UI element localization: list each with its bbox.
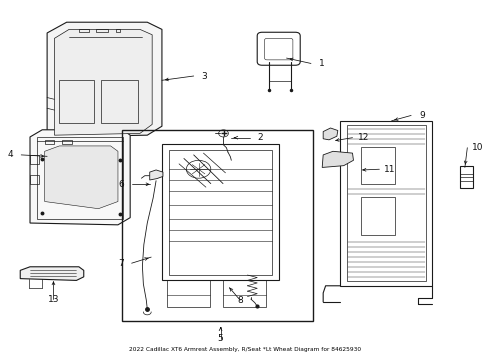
Bar [45, 140, 54, 144]
Text: 10: 10 [472, 143, 484, 152]
Bar [30, 175, 39, 184]
Bar [122, 130, 314, 320]
Bar [59, 80, 94, 123]
Text: 1: 1 [319, 59, 324, 68]
Text: 2: 2 [258, 133, 264, 142]
Bar [460, 166, 473, 188]
Text: 2022 Cadillac XT6 Armrest Assembly, R/Seat *Lt Wheat Diagram for 84625930: 2022 Cadillac XT6 Armrest Assembly, R/Se… [129, 347, 361, 352]
Polygon shape [30, 130, 130, 225]
Text: 6: 6 [118, 180, 124, 189]
Bar [361, 147, 394, 184]
Bar [37, 137, 123, 219]
Bar [223, 280, 266, 307]
Polygon shape [20, 267, 84, 280]
Text: 3: 3 [201, 72, 207, 81]
Bar [79, 29, 89, 32]
Bar [162, 144, 279, 280]
Bar [116, 29, 121, 32]
Polygon shape [54, 30, 152, 135]
Text: 11: 11 [384, 165, 396, 174]
Bar [101, 80, 138, 123]
Polygon shape [150, 170, 163, 180]
Text: 9: 9 [419, 111, 425, 120]
Text: 13: 13 [48, 294, 59, 303]
Bar [62, 140, 72, 144]
Bar [340, 121, 432, 286]
Bar [169, 149, 272, 275]
Polygon shape [323, 128, 338, 140]
Polygon shape [47, 22, 162, 137]
Polygon shape [322, 151, 353, 167]
Text: 7: 7 [118, 259, 124, 268]
Bar [167, 280, 210, 307]
Text: 12: 12 [358, 133, 369, 142]
Bar [30, 155, 39, 164]
Bar [96, 29, 108, 32]
Bar [361, 197, 394, 234]
Text: 5: 5 [218, 334, 223, 343]
Bar [346, 125, 426, 281]
Text: 8: 8 [237, 296, 243, 305]
Polygon shape [45, 146, 118, 209]
Text: 4: 4 [8, 150, 13, 159]
